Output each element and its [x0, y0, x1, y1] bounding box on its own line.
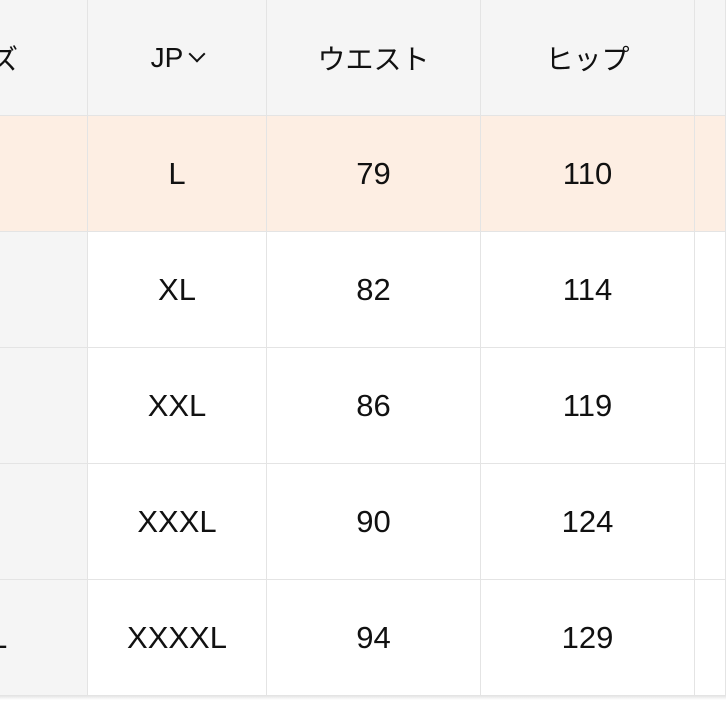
cell-hip: 129 — [481, 580, 695, 696]
cell-hip: 110 — [481, 116, 695, 232]
cell-jp: XL — [88, 232, 267, 348]
header-size: ズ — [0, 0, 88, 116]
cell-hip: 119 — [481, 348, 695, 464]
cell-jp: L — [88, 116, 267, 232]
cell-waist: 82 — [267, 232, 481, 348]
size-chart-table: ズ JP ウエスト ヒップ L 79 110 XL 82 114 XXL 86 … — [0, 0, 726, 696]
table-bottom-shadow — [0, 696, 726, 700]
cell-hip: 114 — [481, 232, 695, 348]
header-jp-label: JP — [150, 41, 184, 73]
table-row-size — [0, 232, 88, 348]
table-row-size — [0, 348, 88, 464]
chevron-down-icon — [188, 45, 206, 62]
table-row-size — [0, 464, 88, 580]
cell-jp: XXL — [88, 348, 267, 464]
cell-extra — [695, 348, 726, 464]
cell-waist: 79 — [267, 116, 481, 232]
cell-waist: 86 — [267, 348, 481, 464]
header-waist-label: ウエスト — [317, 43, 430, 75]
cell-hip: 124 — [481, 464, 695, 580]
header-size-label: ズ — [0, 38, 18, 78]
cell-extra — [695, 464, 726, 580]
cell-extra — [695, 116, 726, 232]
table-row-size: L — [0, 580, 88, 696]
header-jp-dropdown[interactable]: JP — [88, 0, 267, 116]
cell-jp: XXXXL — [88, 580, 267, 696]
header-extra — [695, 0, 726, 116]
cell-extra — [695, 232, 726, 348]
header-hip: ヒップ — [481, 0, 695, 116]
cell-waist: 94 — [267, 580, 481, 696]
cell-jp: XXXL — [88, 464, 267, 580]
cell-waist: 90 — [267, 464, 481, 580]
header-hip-label: ヒップ — [545, 43, 630, 75]
cell-size: L — [0, 620, 7, 656]
header-waist: ウエスト — [267, 0, 481, 116]
cell-extra — [695, 580, 726, 696]
table-row-size — [0, 116, 88, 232]
